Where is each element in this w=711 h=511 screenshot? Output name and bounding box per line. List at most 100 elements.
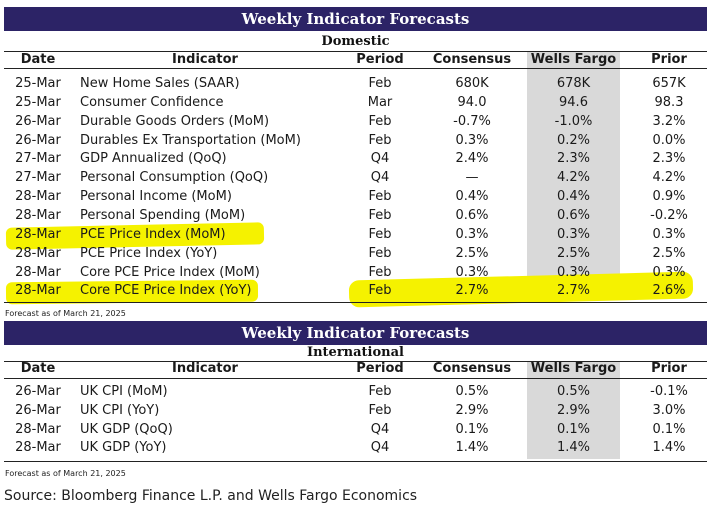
cell-date: 27-Mar — [15, 151, 61, 167]
international-title-banner: Weekly Indicator Forecasts — [4, 321, 707, 345]
cell-consensus: 2.9% — [455, 402, 489, 418]
cell-consensus: 2.4% — [455, 151, 489, 167]
cell-date: 28-Mar — [15, 283, 61, 299]
cell-date: 28-Mar — [15, 226, 61, 242]
cell-prior: 0.3% — [652, 226, 686, 242]
cell-consensus: 0.6% — [455, 207, 489, 223]
cell-date: 28-Mar — [15, 189, 61, 205]
cell-wells-fargo: 678K — [556, 76, 591, 91]
cell-date: 28-Mar — [15, 207, 61, 223]
cell-date: 25-Mar — [15, 76, 61, 91]
cell-wells-fargo: 0.3% — [556, 226, 591, 242]
cell-prior: 1.4% — [652, 440, 686, 456]
cell-indicator: UK GDP (YoY) — [80, 440, 167, 456]
cell-consensus: 2.7% — [455, 283, 489, 299]
cell-period: Feb — [368, 245, 392, 261]
cell-wells-fargo: 2.3% — [556, 151, 591, 167]
domestic-header-rule — [4, 68, 707, 69]
cell-indicator: PCE Price Index (YoY) — [80, 245, 218, 261]
cell-wells-fargo: 2.7% — [556, 283, 591, 299]
cell-wells-fargo: 0.4% — [556, 189, 591, 205]
cell-indicator: Durables Ex Transportation (MoM) — [80, 132, 301, 148]
cell-prior: -0.1% — [650, 384, 688, 399]
cell-date: 26-Mar — [15, 132, 61, 148]
header-wells-fargo: Wells Fargo — [530, 52, 617, 67]
cell-wells-fargo: 94.6 — [559, 94, 588, 110]
cell-period: Feb — [368, 189, 392, 205]
domestic-bottom-rule — [4, 302, 707, 303]
cell-date: 27-Mar — [15, 170, 61, 186]
cell-indicator: UK CPI (YoY) — [80, 402, 160, 418]
cell-period: Q4 — [370, 440, 390, 456]
cell-date: 26-Mar — [15, 384, 61, 399]
header-prior: Prior — [651, 361, 687, 376]
cell-date: 25-Mar — [15, 94, 61, 110]
header-indicator: Indicator — [172, 52, 238, 67]
cell-consensus: 1.4% — [455, 440, 489, 456]
header-consensus: Consensus — [432, 52, 512, 67]
cell-indicator: Durable Goods Orders (MoM) — [80, 113, 270, 129]
cell-period: Feb — [368, 76, 392, 91]
cell-date: 26-Mar — [15, 113, 61, 129]
header-indicator: Indicator — [172, 361, 238, 376]
cell-indicator: UK CPI (MoM) — [80, 384, 168, 399]
domestic-forecast-note: Forecast as of March 21, 2025 — [5, 309, 126, 318]
cell-wells-fargo: 4.2% — [556, 170, 591, 186]
cell-consensus: — — [465, 170, 479, 186]
cell-consensus: 0.3% — [455, 132, 489, 148]
cell-period: Q4 — [370, 151, 390, 167]
international-section-label: International — [307, 345, 404, 360]
header-date: Date — [20, 52, 56, 67]
header-prior: Prior — [651, 52, 687, 67]
cell-period: Feb — [368, 207, 392, 223]
cell-wells-fargo: 0.3% — [556, 264, 591, 280]
cell-consensus: 0.1% — [455, 421, 489, 437]
cell-wells-fargo: 1.4% — [556, 440, 591, 456]
header-date: Date — [20, 361, 56, 376]
cell-consensus: 680K — [455, 76, 489, 91]
cell-wells-fargo: 0.6% — [556, 207, 591, 223]
cell-indicator: Core PCE Price Index (MoM) — [80, 264, 260, 280]
cell-wells-fargo: -1.0% — [554, 113, 593, 129]
domestic-title-banner: Weekly Indicator Forecasts — [4, 7, 707, 31]
cell-period: Feb — [368, 384, 392, 399]
cell-consensus: 0.4% — [455, 189, 489, 205]
cell-period: Feb — [368, 113, 392, 129]
cell-period: Feb — [368, 283, 392, 299]
cell-prior: 3.2% — [652, 113, 686, 129]
international-top-rule — [4, 361, 707, 362]
cell-prior: 0.3% — [652, 264, 686, 280]
cell-period: Feb — [368, 402, 392, 418]
cell-indicator: Core PCE Price Index (YoY) — [80, 283, 252, 299]
international-forecast-note: Forecast as of March 21, 2025 — [5, 469, 126, 478]
cell-date: 28-Mar — [15, 421, 61, 437]
cell-consensus: 2.5% — [455, 245, 489, 261]
cell-prior: 657K — [652, 76, 686, 91]
cell-wells-fargo: 0.5% — [556, 384, 591, 399]
cell-indicator: Personal Spending (MoM) — [80, 207, 246, 223]
cell-indicator: Personal Income (MoM) — [80, 189, 232, 205]
wells-fargo-column-shade-domestic — [527, 52, 620, 300]
cell-period: Feb — [368, 132, 392, 148]
cell-consensus: 94.0 — [457, 94, 487, 110]
header-period: Period — [356, 52, 404, 67]
cell-indicator: New Home Sales (SAAR) — [80, 76, 240, 91]
cell-period: Feb — [368, 264, 392, 280]
cell-prior: 0.1% — [652, 421, 686, 437]
cell-prior: 3.0% — [652, 402, 686, 418]
cell-consensus: 0.3% — [455, 264, 489, 280]
cell-prior: 2.3% — [652, 151, 686, 167]
cell-indicator: Personal Consumption (QoQ) — [80, 170, 269, 186]
domestic-section-label: Domestic — [321, 34, 390, 49]
cell-wells-fargo: 2.9% — [556, 402, 591, 418]
cell-date: 26-Mar — [15, 402, 61, 418]
cell-prior: 98.3 — [654, 94, 684, 110]
cell-consensus: 0.3% — [455, 226, 489, 242]
header-wells-fargo: Wells Fargo — [530, 361, 617, 376]
cell-prior: 0.0% — [652, 132, 686, 148]
cell-consensus: 0.5% — [455, 384, 489, 399]
cell-prior: 2.6% — [652, 283, 686, 299]
international-header-rule — [4, 378, 707, 379]
cell-date: 28-Mar — [15, 264, 61, 280]
cell-indicator: Consumer Confidence — [80, 94, 224, 110]
